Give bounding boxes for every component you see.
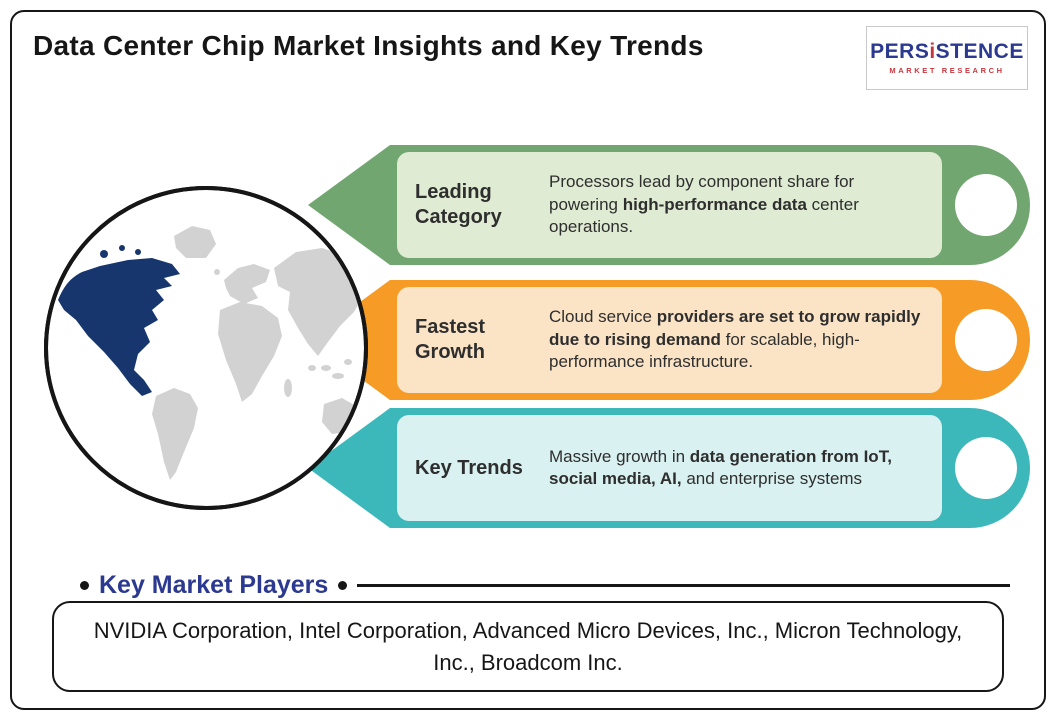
brand-logo: PERSiSTENCE MARKET RESEARCH xyxy=(866,26,1028,90)
banner-end-cap xyxy=(942,408,1030,528)
circle-icon xyxy=(955,437,1017,499)
banner-content: Fastest Growth Cloud service providers a… xyxy=(397,287,942,393)
greenland xyxy=(174,226,216,258)
circle-icon xyxy=(955,309,1017,371)
banner-description: Processors lead by component share for p… xyxy=(549,172,859,237)
banner-end-cap xyxy=(942,145,1030,265)
world-map xyxy=(44,186,368,510)
southeast-asia-island xyxy=(321,365,331,371)
banner-bar: Key Trends Massive growth in data genera… xyxy=(390,408,1030,528)
southeast-asia-island xyxy=(344,359,352,365)
southeast-asia-island xyxy=(308,365,316,371)
banner-description: Massive growth in data generation from I… xyxy=(549,446,892,488)
banner-content: Leading Category Processors lead by comp… xyxy=(397,152,942,258)
continent-south-america xyxy=(152,388,198,480)
arctic-island xyxy=(135,249,141,255)
southeast-asia-island xyxy=(332,373,344,379)
banner-leading-category: Leading Category Processors lead by comp… xyxy=(308,145,1030,265)
page-border-frame xyxy=(10,10,1046,710)
banner-description: Cloud service providers are set to grow … xyxy=(549,307,921,372)
banner-bar: Fastest Growth Cloud service providers a… xyxy=(390,280,1030,400)
bullet-dot-icon xyxy=(338,581,348,590)
british-isles xyxy=(214,269,220,275)
world-map-globe xyxy=(40,182,372,514)
arctic-island xyxy=(100,250,108,258)
banner-bar: Leading Category Processors lead by comp… xyxy=(390,145,1030,265)
continent-africa xyxy=(218,302,282,402)
continent-north-america xyxy=(58,258,180,396)
banner-fastest-growth: Fastest Growth Cloud service providers a… xyxy=(308,280,1030,400)
circle-icon xyxy=(955,174,1017,236)
banner-end-cap xyxy=(942,280,1030,400)
madagascar xyxy=(284,379,292,397)
globe-outline xyxy=(44,186,368,510)
page-title: Data Center Chip Market Insights and Key… xyxy=(33,30,704,61)
brand-logo-subtitle: MARKET RESEARCH xyxy=(889,66,1005,75)
key-players-heading-row: Key Market Players xyxy=(80,571,1010,600)
brand-logo-wordmark: PERSiSTENCE xyxy=(870,40,1024,63)
banner-label: Leading Category xyxy=(415,181,502,228)
bullet-dot-icon xyxy=(80,581,89,590)
arctic-island xyxy=(119,245,125,251)
key-players-box: NVIDIA Corporation, Intel Corporation, A… xyxy=(52,601,1004,692)
continent-asia xyxy=(274,248,364,356)
continent-europe xyxy=(224,264,270,304)
key-players-heading: Key Market Players xyxy=(99,571,329,599)
banner-content: Key Trends Massive growth in data genera… xyxy=(397,415,942,521)
banner-label: Fastest Growth xyxy=(415,316,486,363)
horizontal-rule xyxy=(357,584,1010,587)
banner-key-trends: Key Trends Massive growth in data genera… xyxy=(308,408,1030,528)
banner-label: Key Trends xyxy=(415,456,523,479)
